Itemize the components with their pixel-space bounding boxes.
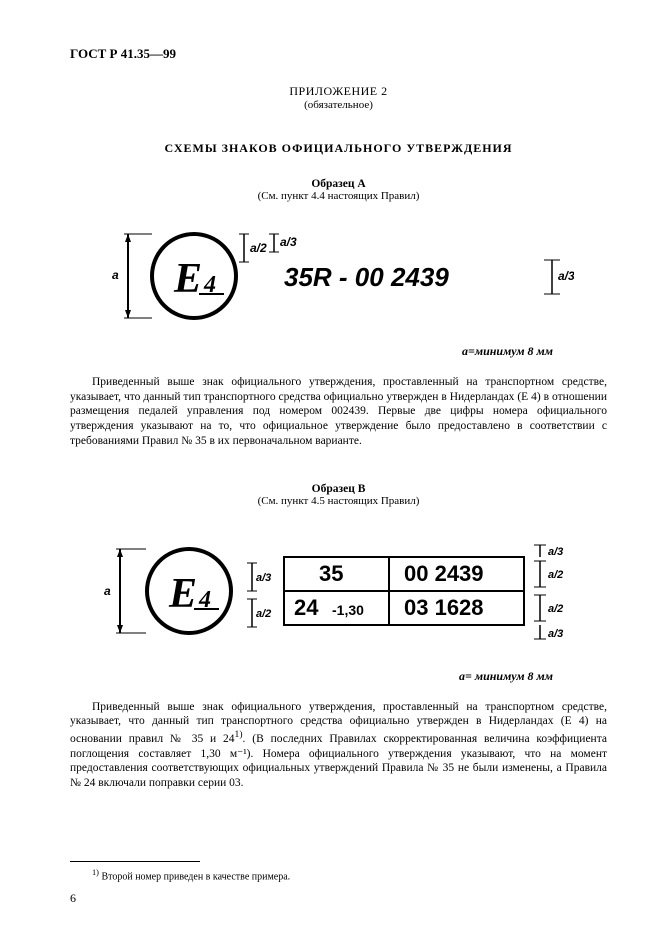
svg-text:35: 35 (319, 561, 343, 586)
svg-text:E: E (168, 571, 197, 617)
section-title: СХЕМЫ ЗНАКОВ ОФИЦИАЛЬНОГО УТВЕРЖДЕНИЯ (70, 141, 607, 156)
sample-a-ref: (См. пункт 4.4 настоящих Правил) (258, 190, 420, 202)
sample-b-head: Образец B (См. пункт 4.5 настоящих Прави… (70, 483, 607, 507)
svg-text:03 1628: 03 1628 (404, 595, 484, 620)
appendix-title: ПРИЛОЖЕНИЕ 2 (70, 84, 607, 99)
sample-b-label: Образец B (312, 483, 366, 495)
figure-sample-a: E 4 35R - 00 2439 a a/2 a/3 a/3 (70, 216, 607, 336)
para-b-sup: 1) (235, 729, 243, 740)
page-number: 6 (70, 891, 76, 906)
page-footnote: 1) Второй номер приведен в качестве прим… (70, 868, 607, 882)
svg-text:a: a (104, 584, 111, 598)
svg-text:a/2: a/2 (548, 603, 563, 615)
sample-a-label: Образец A (311, 178, 365, 190)
svg-text:a/3: a/3 (256, 572, 271, 584)
footnote-rule (70, 861, 200, 862)
svg-text:24: 24 (294, 595, 319, 620)
svg-text:a/3: a/3 (548, 546, 563, 558)
figure-sample-b: E 4 35 00 2439 24 -1,30 03 1628 a a/3 (70, 521, 607, 661)
figure-b-footnote: a= минимум 8 мм (70, 669, 607, 684)
svg-text:a/3: a/3 (548, 628, 563, 640)
doc-id: ГОСТ Р 41.35—99 (70, 46, 607, 62)
footnote-marker: 1) (92, 868, 99, 877)
sample-a-paragraph: Приведенный выше знак официального утвер… (70, 375, 607, 449)
svg-text:-1,30: -1,30 (332, 602, 364, 618)
approval-number: 35R - 00 2439 (284, 262, 449, 292)
svg-text:a/2: a/2 (548, 569, 563, 581)
svg-text:00 2439: 00 2439 (404, 561, 484, 586)
svg-text:a/3: a/3 (558, 269, 574, 283)
figure-a-footnote: a=минимум 8 мм (70, 344, 607, 359)
footnote-text: Второй номер приведен в качестве примера… (101, 871, 290, 882)
svg-text:a: a (112, 268, 119, 282)
sample-a-head: Образец A (См. пункт 4.4 настоящих Прави… (70, 178, 607, 202)
sample-b-paragraph: Приведенный выше знак официального утвер… (70, 700, 607, 791)
emark-letter: E (173, 256, 202, 302)
svg-text:a/2: a/2 (256, 608, 271, 620)
sample-b-ref: (См. пункт 4.5 настоящих Правил) (258, 495, 420, 507)
appendix-subtitle: (обязательное) (70, 99, 607, 111)
svg-text:a/2: a/2 (250, 241, 267, 255)
svg-text:a/3: a/3 (280, 235, 297, 249)
